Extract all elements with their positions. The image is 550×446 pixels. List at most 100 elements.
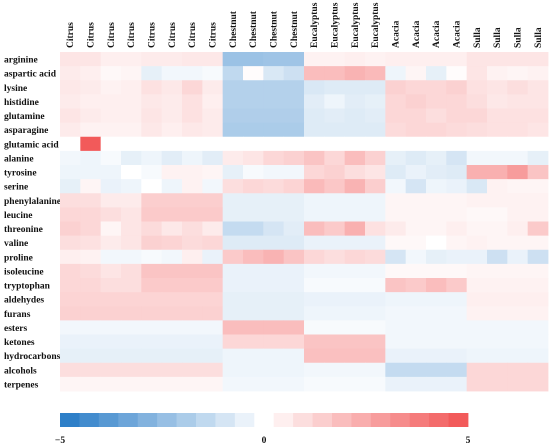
colorbar-swatch (176, 413, 197, 427)
heatmap-cell (80, 193, 102, 208)
heatmap-cell (507, 221, 529, 237)
heatmap-cell (446, 235, 468, 251)
heatmap-cell (243, 334, 264, 350)
heatmap-cell (141, 263, 163, 279)
heatmap-cell (182, 263, 203, 279)
heatmap-cell (344, 207, 366, 222)
heatmap-cell (507, 306, 529, 321)
heatmap-cell (100, 348, 122, 364)
heatmap-cell (100, 52, 122, 67)
heatmap-cell (304, 292, 325, 307)
colorbar-swatch (409, 413, 430, 427)
heatmap-cell (283, 348, 305, 364)
heatmap-cell (466, 179, 488, 194)
heatmap-cell (304, 263, 325, 279)
heatmap-cell (80, 306, 102, 321)
heatmap-cell (324, 362, 346, 378)
heatmap-cell (121, 263, 142, 279)
heatmap-cell (344, 348, 366, 364)
heatmap-cell (60, 362, 81, 378)
heatmap-cell (365, 292, 386, 307)
heatmap-cell (487, 136, 508, 152)
heatmap-cell (527, 278, 549, 293)
heatmap-cell (141, 249, 163, 265)
heatmap-cell (121, 221, 142, 237)
colorbar-tick-label: −5 (55, 436, 65, 446)
heatmap-cell (202, 136, 224, 152)
heatmap-cell (385, 292, 407, 307)
heatmap-cell (243, 278, 264, 293)
heatmap-cell (527, 348, 549, 364)
heatmap-cell (385, 165, 407, 180)
heatmap-cell (487, 108, 508, 124)
heatmap-cell (141, 52, 163, 67)
heatmap-cell (527, 306, 549, 321)
heatmap-cell (507, 207, 529, 222)
heatmap-cell (243, 292, 264, 307)
heatmap-cell (80, 94, 102, 109)
heatmap-cell (304, 235, 325, 251)
heatmap-cell (324, 193, 346, 208)
column-label: Citrus (168, 22, 178, 48)
colorbar-swatch (157, 413, 177, 427)
heatmap-cell (426, 306, 447, 321)
heatmap-cell (121, 150, 142, 166)
heatmap-cell (446, 66, 468, 81)
heatmap-cell (283, 292, 305, 307)
row-label: isoleucine (4, 267, 44, 277)
heatmap-cell (100, 221, 122, 237)
heatmap-cell (182, 306, 203, 321)
heatmap-cell (385, 136, 407, 152)
heatmap-cell (344, 334, 366, 350)
heatmap-cell (263, 221, 285, 237)
heatmap-cell (100, 235, 122, 251)
heatmap-cell (385, 193, 407, 208)
heatmap-cell (304, 362, 325, 378)
heatmap-cell (507, 80, 529, 95)
column-label: Eucalyptus (351, 2, 361, 48)
heatmap-cell (243, 249, 264, 265)
heatmap-cell (263, 278, 285, 293)
heatmap-cell (324, 320, 346, 335)
row-label: asparagine (4, 126, 48, 136)
heatmap-cell (60, 94, 81, 109)
column-label: Eucalyptus (371, 2, 381, 48)
heatmap-cell (60, 278, 81, 293)
heatmap-cell (182, 108, 203, 124)
heatmap-cell (243, 165, 264, 180)
heatmap-cell (263, 193, 285, 208)
heatmap-cell (121, 249, 142, 265)
heatmap-cell (344, 292, 366, 307)
heatmap-cell (304, 52, 325, 67)
heatmap-cell (80, 150, 102, 166)
heatmap-cell (426, 292, 447, 307)
heatmap-cell (527, 80, 549, 95)
heatmap-cell (243, 122, 264, 138)
heatmap-cell (141, 193, 163, 208)
heatmap-cell (263, 249, 285, 265)
heatmap-cell (507, 122, 529, 138)
heatmap-cell (527, 207, 549, 222)
column-label: Citrus (107, 22, 117, 48)
heatmap-cell (426, 249, 447, 265)
heatmap-cell (283, 263, 305, 279)
heatmap-cell (446, 249, 468, 265)
heatmap-cell (405, 207, 427, 222)
heatmap-cell (487, 348, 508, 364)
colorbar-swatch (118, 413, 139, 427)
column-label: Sulla (473, 27, 483, 48)
heatmap-cell (141, 292, 163, 307)
heatmap-cell (385, 52, 407, 67)
heatmap-cell (527, 122, 549, 138)
heatmap-cell (202, 66, 224, 81)
row-label: glutamic acid (4, 140, 59, 150)
heatmap-cell (487, 221, 508, 237)
heatmap-cell (324, 235, 346, 251)
heatmap-cell (222, 249, 244, 265)
heatmap-cell (466, 122, 488, 138)
row-label: serine (4, 183, 28, 193)
heatmap-cell (365, 207, 386, 222)
row-label: tyrosine (4, 169, 37, 179)
heatmap-cell (466, 278, 488, 293)
heatmap-cell (304, 320, 325, 335)
